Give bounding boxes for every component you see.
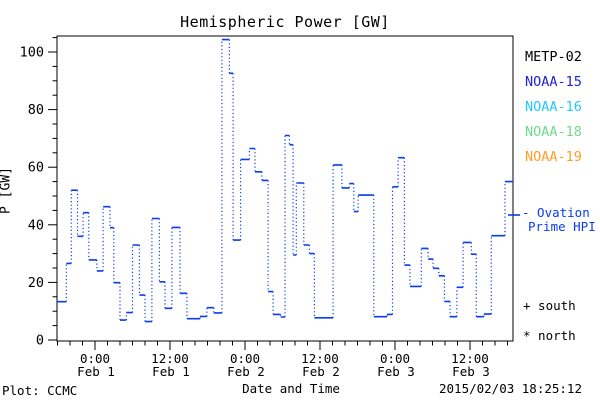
ovation-legend-label: - Ovation Prime HPI	[522, 206, 596, 234]
svg-text:20: 20	[28, 275, 44, 291]
plot-timestamp: 2015/02/03 18:25:12	[439, 381, 582, 396]
svg-text:0:00: 0:00	[230, 351, 260, 366]
x-axis-title: Date and Time	[242, 381, 340, 396]
svg-text:60: 60	[28, 160, 44, 176]
svg-text:40: 40	[28, 217, 44, 233]
y-tick-labels: 0 20 40 60 80 100	[20, 45, 44, 349]
svg-text:12:00: 12:00	[451, 351, 489, 366]
marker-legend-south: + south	[523, 298, 576, 313]
marker-legend: + south * north	[523, 298, 576, 358]
svg-text:Feb 2: Feb 2	[227, 364, 265, 379]
svg-text:12:00: 12:00	[151, 351, 189, 366]
satellite-legend: METP-02 NOAA-15 NOAA-16 NOAA-18 NOAA-19	[525, 45, 582, 170]
legend-item-noaa-15: NOAA-15	[525, 74, 582, 90]
svg-text:Feb 1: Feb 1	[77, 364, 115, 379]
chart-title: Hemispheric Power [GW]	[180, 13, 390, 31]
svg-text:0: 0	[36, 333, 44, 349]
svg-text:Feb 2: Feb 2	[302, 364, 340, 379]
ovation-legend-line2: Prime HPI	[528, 219, 596, 234]
ovation-hpi-line	[56, 38, 514, 323]
plot-source-label: Plot: CCMC	[2, 383, 78, 398]
svg-text:100: 100	[20, 45, 44, 61]
legend-item-metp-02: METP-02	[525, 49, 582, 65]
ovation-legend-line1: - Ovation	[522, 205, 590, 220]
marker-legend-north: * north	[523, 328, 576, 343]
svg-text:0:00: 0:00	[380, 351, 410, 366]
svg-text:Feb 3: Feb 3	[377, 364, 415, 379]
svg-text:Feb 1: Feb 1	[152, 364, 190, 379]
svg-text:Feb 3: Feb 3	[452, 364, 490, 379]
legend-item-noaa-16: NOAA-16	[525, 99, 582, 115]
legend-item-noaa-18: NOAA-18	[525, 124, 582, 140]
svg-text:80: 80	[28, 102, 44, 118]
axis-ticks	[48, 37, 508, 350]
svg-text:12:00: 12:00	[301, 351, 339, 366]
plot-frame	[56, 35, 514, 342]
svg-text:0:00: 0:00	[80, 351, 110, 366]
y-axis-title: P [GW]	[0, 167, 14, 214]
legend-item-noaa-19: NOAA-19	[525, 149, 582, 165]
